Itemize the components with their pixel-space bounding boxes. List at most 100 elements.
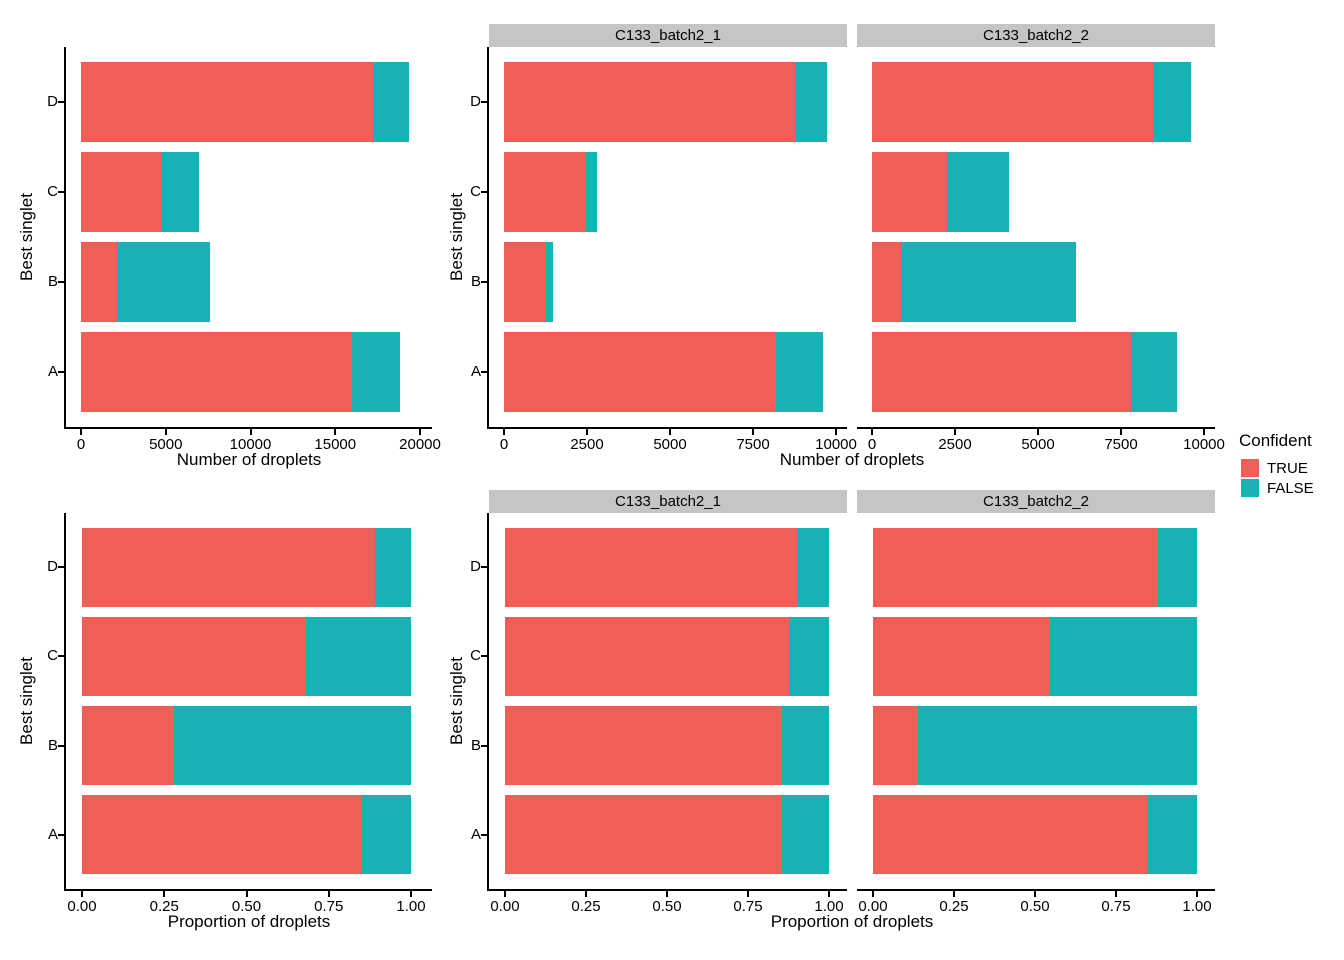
x-tick-label: 2500	[570, 436, 604, 453]
bar-segment-false-B	[174, 705, 411, 786]
x-tick	[327, 891, 330, 897]
axis-line-y	[64, 47, 66, 429]
y-tick	[481, 191, 487, 193]
legend-swatch-false	[1241, 479, 1259, 497]
bar-segment-false-A	[1147, 795, 1197, 875]
x-tick-label: 5000	[149, 436, 183, 453]
axis-line-x	[64, 427, 432, 429]
x-tick-label: 0.50	[1020, 898, 1050, 915]
y-tick	[481, 281, 487, 283]
x-tick	[1120, 429, 1122, 435]
y-category-label: D	[47, 92, 58, 110]
x-tick	[503, 429, 505, 435]
x-tick-label: 2500	[938, 436, 972, 453]
x-tick-label: 10000	[1183, 436, 1225, 453]
x-tick-label: 0	[867, 436, 877, 453]
y-category-label: D	[470, 558, 481, 576]
bar-segment-false-A	[361, 795, 411, 875]
axis-line-x	[487, 889, 847, 891]
x-tick	[872, 891, 874, 897]
bar-segment-false-B	[117, 242, 211, 322]
bar-segment-false-D	[1158, 527, 1197, 607]
y-tick	[481, 833, 487, 836]
x-tick-label: 5000	[653, 436, 687, 453]
x-tick	[245, 891, 248, 897]
bar-segment-true-B	[504, 242, 547, 322]
facet-strip: C133_batch2_1	[489, 24, 847, 47]
bar-segment-true-D	[872, 62, 1154, 142]
x-axis-title: Number of droplets	[176, 450, 322, 469]
y-tick	[58, 101, 64, 103]
y-tick	[481, 655, 487, 658]
bar-segment-false-D	[796, 527, 829, 607]
bar-segment-false-C	[947, 152, 1010, 232]
bar-segment-true-D	[505, 527, 797, 607]
bar-segment-true-D	[504, 62, 795, 142]
x-tick	[954, 429, 956, 435]
y-category-label: A	[470, 362, 481, 380]
x-tick-label: 1.00	[396, 898, 426, 915]
facet-strip-label: C133_batch2_1	[615, 27, 721, 44]
bar-segment-false-D	[375, 527, 411, 607]
y-category-label: C	[47, 182, 58, 200]
y-category-label: B	[470, 736, 481, 754]
bar-segment-false-C	[1050, 616, 1197, 697]
bar-segment-true-D	[82, 527, 376, 607]
bar-segment-true-A	[82, 795, 362, 875]
x-tick-label: 1.00	[814, 898, 844, 915]
bar-segment-true-C	[82, 616, 306, 697]
x-tick-label: 0.50	[231, 898, 262, 915]
y-category-label: C	[470, 182, 481, 200]
y-category-label: B	[470, 272, 481, 290]
bar-segment-true-C	[505, 616, 789, 697]
bar-segment-true-C	[504, 152, 586, 232]
axis-line-x	[64, 889, 432, 891]
bar-segment-false-C	[585, 152, 598, 232]
x-tick-label: 10000	[229, 436, 272, 453]
facet-strip-label: C133_batch2_2	[983, 27, 1089, 44]
bar-segment-true-C	[873, 616, 1051, 697]
bar-segment-false-B	[546, 242, 554, 322]
bar-segment-true-D	[873, 527, 1159, 607]
x-tick-label: 0.00	[858, 898, 888, 915]
y-category-label: B	[47, 736, 58, 754]
x-tick	[419, 429, 421, 435]
facet-strip: C133_batch2_2	[857, 24, 1215, 47]
legend-swatch-true	[1241, 459, 1259, 477]
y-category-label: A	[47, 362, 58, 380]
y-tick	[481, 744, 487, 747]
x-tick	[249, 429, 252, 435]
x-tick-label: 0.75	[733, 898, 763, 915]
bar-segment-false-A	[781, 795, 829, 875]
bar-segment-true-A	[872, 332, 1131, 412]
x-tick	[80, 429, 82, 435]
bar-segment-true-A	[504, 332, 777, 412]
y-tick	[481, 566, 487, 569]
x-tick	[504, 891, 506, 897]
x-tick	[1115, 891, 1117, 897]
x-tick	[835, 429, 837, 435]
x-tick	[752, 429, 754, 435]
y-category-label: A	[47, 825, 58, 843]
y-category-label: D	[470, 92, 481, 110]
x-tick	[953, 891, 955, 897]
x-tick	[163, 891, 166, 897]
y-category-label: A	[470, 825, 481, 843]
bar-segment-true-B	[81, 242, 118, 322]
x-tick-label: 0.25	[939, 898, 969, 915]
y-category-label: D	[47, 558, 58, 576]
bar-segment-true-A	[505, 795, 782, 875]
bar-segment-false-B	[782, 705, 829, 786]
y-tick	[481, 371, 487, 373]
x-tick-label: 0.00	[490, 898, 520, 915]
bar-segment-false-D	[373, 62, 409, 142]
y-category-label: B	[47, 272, 58, 290]
axis-line-y	[487, 513, 489, 891]
legend-item-label: TRUE	[1267, 459, 1308, 477]
x-tick-label: 1.00	[1182, 898, 1212, 915]
x-tick	[81, 891, 83, 897]
x-tick	[1196, 891, 1198, 897]
bar-segment-true-C	[81, 152, 161, 232]
x-tick-label: 10000	[815, 436, 857, 453]
